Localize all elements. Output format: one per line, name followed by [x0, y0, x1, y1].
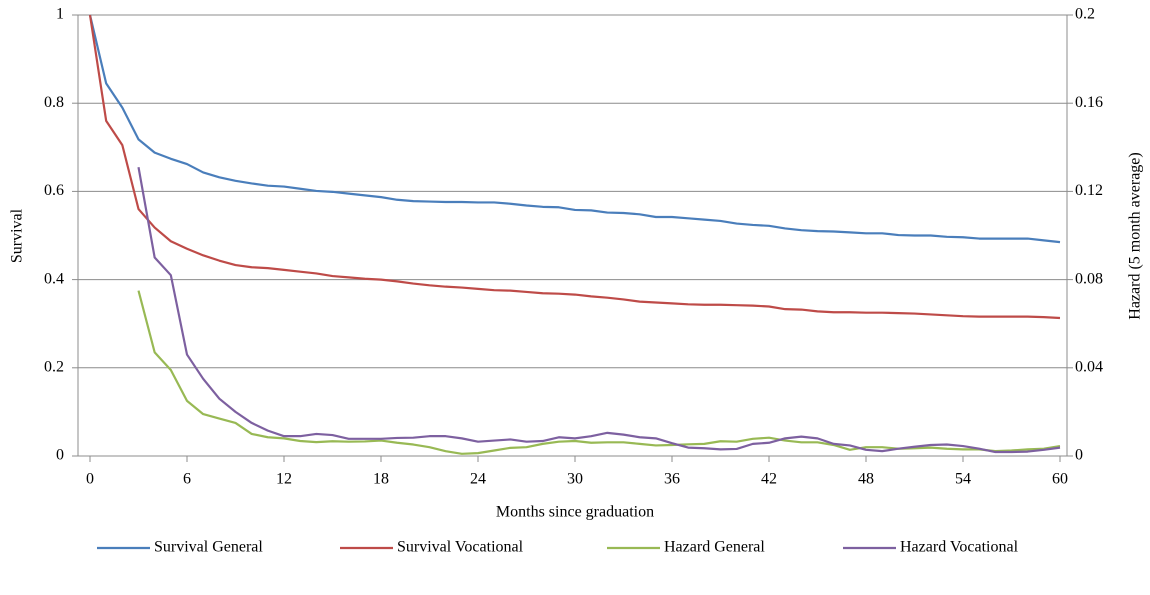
y-tick-label: 0.4: [44, 270, 64, 287]
y2-axis-title: Hazard (5 month average): [1127, 152, 1144, 319]
series-line: [137, 290, 1061, 455]
y-tick-label: 0.8: [44, 94, 64, 111]
legend-label: Survival General: [154, 539, 263, 556]
y-tick-label: 0.6: [44, 182, 64, 199]
x-axis-title: Months since graduation: [496, 504, 654, 521]
x-tick-label: 6: [183, 471, 191, 488]
y2-tick-label: 0.16: [1075, 94, 1103, 111]
y2-tick-label: 0.2: [1075, 6, 1095, 23]
series-line: [88, 14, 1061, 320]
y-tick-label: 1: [56, 6, 64, 23]
legend-label: Hazard General: [664, 539, 765, 556]
x-tick-label: 42: [761, 471, 777, 488]
x-tick-label: 54: [955, 471, 971, 488]
y2-tick-label: 0.12: [1075, 182, 1103, 199]
y2-tick-label: 0: [1075, 447, 1083, 464]
x-tick-label: 48: [858, 471, 874, 488]
x-tick-label: 24: [470, 471, 486, 488]
x-tick-label: 12: [276, 471, 292, 488]
y-tick-label: 0: [56, 447, 64, 464]
x-tick-label: 30: [567, 471, 583, 488]
legend-label: Survival Vocational: [397, 539, 524, 556]
series-line: [88, 14, 1061, 244]
x-tick-label: 18: [373, 471, 389, 488]
y-axis-title: Survival: [9, 208, 26, 263]
y2-tick-label: 0.04: [1075, 358, 1103, 375]
series-line: [137, 166, 1061, 454]
legend-label: Hazard Vocational: [900, 539, 1019, 556]
y-tick-label: 0.2: [44, 358, 64, 375]
x-tick-label: 60: [1052, 471, 1068, 488]
y2-tick-label: 0.08: [1075, 270, 1103, 287]
x-tick-label: 36: [664, 471, 680, 488]
x-tick-label: 0: [86, 471, 94, 488]
